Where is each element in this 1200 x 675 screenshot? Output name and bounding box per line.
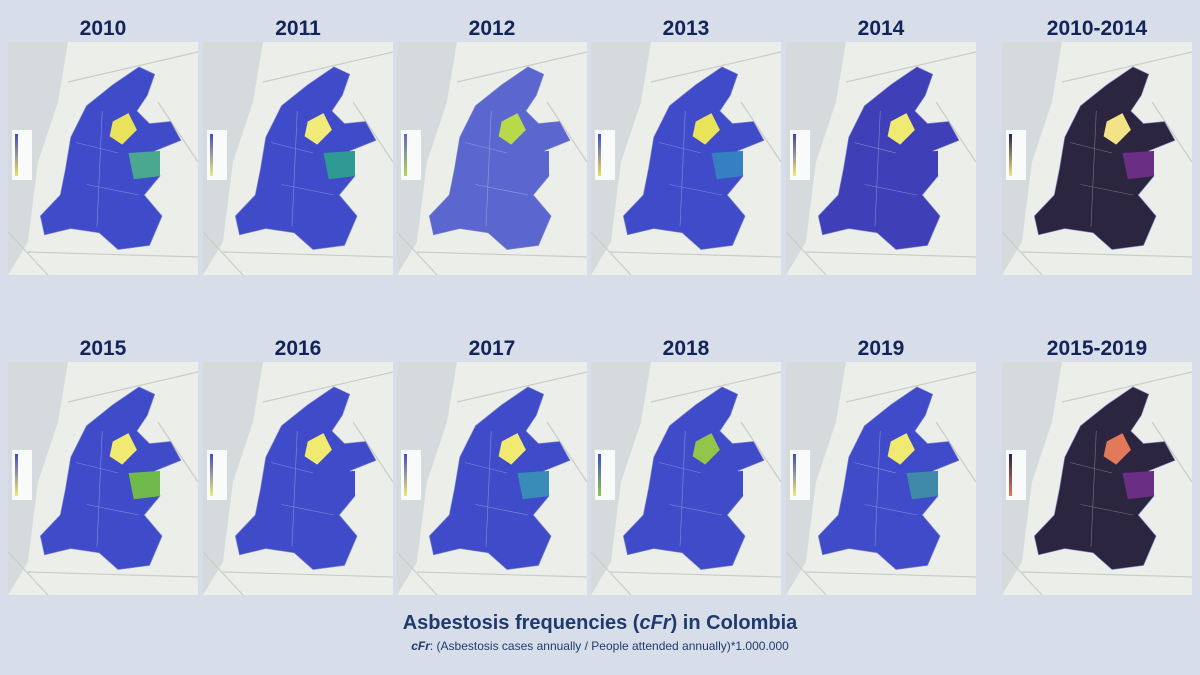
map — [1002, 362, 1192, 595]
panel-title: 2011 — [275, 17, 321, 40]
panel-title: 2017 — [468, 337, 516, 360]
panel-title: 2015 — [79, 337, 127, 360]
map — [591, 362, 781, 595]
caption: Asbestosis frequencies (cFr) in Colombia… — [0, 612, 1200, 653]
map — [786, 42, 976, 275]
panel-title: 2013 — [662, 17, 710, 40]
caption-subtitle: cFr: (Asbestosis cases annually / People… — [0, 639, 1200, 653]
map — [1002, 42, 1192, 275]
panel-title: 2016 — [274, 337, 322, 360]
panel-title: 2012 — [468, 17, 516, 40]
map — [203, 362, 393, 595]
panel-title: 2019 — [857, 337, 905, 360]
title-part: Asbestosis frequencies ( — [402, 612, 640, 634]
panel-title: 2015-2019 — [1046, 337, 1148, 360]
map — [203, 42, 393, 275]
title-part: ) in Colombia — [670, 612, 798, 634]
panel-title: 2018 — [662, 337, 710, 360]
panel-title: 2010 — [79, 17, 127, 40]
map — [8, 42, 198, 275]
caption-title: Asbestosis frequencies (cFr) in Colombia — [0, 612, 1200, 635]
subtitle-part: cFr — [411, 639, 430, 653]
panel-title: 2014 — [857, 17, 905, 40]
title-part: cFr — [639, 612, 671, 634]
map — [397, 362, 587, 595]
subtitle-part: : (Asbestosis cases annually / People at… — [429, 639, 789, 653]
map — [591, 42, 781, 275]
panel-title: 2010-2014 — [1046, 17, 1148, 40]
map — [8, 362, 198, 595]
map — [786, 362, 976, 595]
map — [397, 42, 587, 275]
